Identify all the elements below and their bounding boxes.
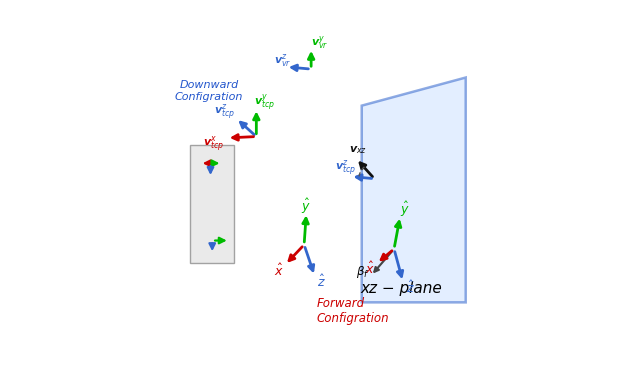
Text: $\beta_f$: $\beta_f$ xyxy=(356,264,370,280)
Text: $\hat{x}$: $\hat{x}$ xyxy=(274,263,284,279)
Text: $\hat{x}$: $\hat{x}$ xyxy=(365,261,374,277)
Polygon shape xyxy=(362,77,466,302)
Text: $\hat{y}$: $\hat{y}$ xyxy=(301,197,311,216)
Text: $\boldsymbol{v}_{xz}$: $\boldsymbol{v}_{xz}$ xyxy=(349,145,367,157)
Text: $\hat{y}$: $\hat{y}$ xyxy=(401,200,410,219)
Text: $\boldsymbol{v}^x_{tcp}$: $\boldsymbol{v}^x_{tcp}$ xyxy=(203,134,224,154)
Text: $\hat{z}$: $\hat{z}$ xyxy=(406,280,415,296)
Text: $\boldsymbol{v}^y_{tcp}$: $\boldsymbol{v}^y_{tcp}$ xyxy=(254,92,275,113)
Bar xyxy=(190,145,234,263)
Text: $\boldsymbol{v}^z_{tcp}$: $\boldsymbol{v}^z_{tcp}$ xyxy=(214,102,235,122)
Text: $\boldsymbol{v}^y_{vr}$: $\boldsymbol{v}^y_{vr}$ xyxy=(311,34,329,52)
Text: $\boldsymbol{v}^z_{vr}$: $\boldsymbol{v}^z_{vr}$ xyxy=(274,52,291,69)
Text: Forward
Configration: Forward Configration xyxy=(317,297,389,325)
Text: xz − plane: xz − plane xyxy=(360,281,442,296)
Text: $\boldsymbol{v}^z_{tcp}$: $\boldsymbol{v}^z_{tcp}$ xyxy=(335,159,356,178)
Text: Downward
Configration: Downward Configration xyxy=(175,80,243,102)
Text: $\hat{z}$: $\hat{z}$ xyxy=(317,274,325,291)
